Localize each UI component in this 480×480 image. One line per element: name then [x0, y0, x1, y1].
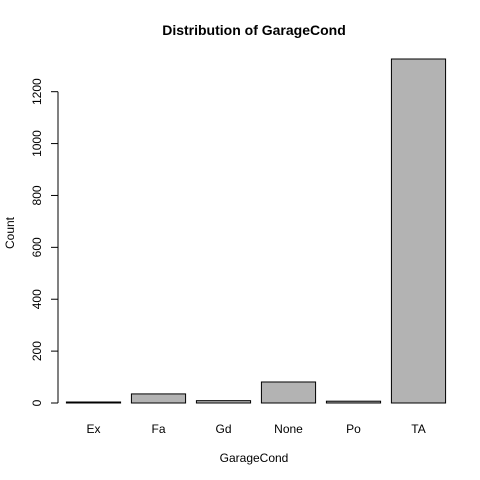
y-tick-label: 600 [30, 237, 44, 257]
y-axis: 0 200 400 600 800 1000 1200 [30, 78, 58, 406]
x-tick-label: Gd [215, 422, 231, 436]
x-tick-label: None [274, 422, 303, 436]
x-tick-label: Fa [151, 422, 165, 436]
bars-group [66, 59, 445, 403]
y-tick-label: 0 [30, 399, 44, 406]
y-tick-label: 1000 [30, 130, 44, 157]
y-tick-label: 800 [30, 185, 44, 205]
x-tick-label: Ex [86, 422, 100, 436]
x-tick-label: TA [411, 422, 425, 436]
bar-po [326, 401, 380, 403]
y-axis-label: Count [3, 216, 17, 249]
x-axis-label: GarageCond [220, 451, 289, 465]
y-tick-label: 1200 [30, 78, 44, 105]
bar-ex [66, 402, 120, 403]
bar-none [261, 382, 315, 403]
bar-gd [196, 401, 250, 403]
x-category-labels: Ex Fa Gd None Po TA [86, 422, 425, 436]
bar-fa [131, 394, 185, 403]
x-tick-label: Po [346, 422, 361, 436]
y-tick-label: 400 [30, 289, 44, 309]
bar-ta [391, 59, 445, 403]
chart-title: Distribution of GarageCond [162, 22, 346, 38]
y-tick-label: 200 [30, 341, 44, 361]
